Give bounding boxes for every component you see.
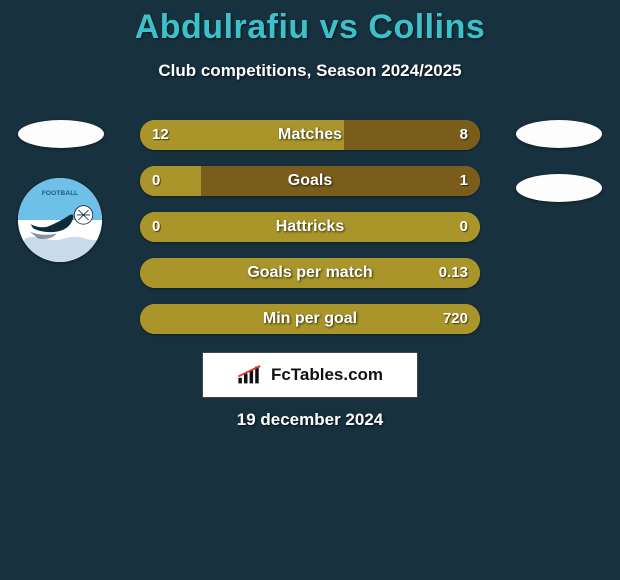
brand-text: FcTables.com xyxy=(271,365,383,385)
stat-label: Hattricks xyxy=(140,212,480,242)
left-player-column: FOOTBALL xyxy=(18,120,104,262)
subtitle: Club competitions, Season 2024/2025 xyxy=(0,61,620,81)
dolphin-club-icon: FOOTBALL xyxy=(18,178,102,262)
stat-row: 720Min per goal xyxy=(140,304,480,334)
bar-chart-icon xyxy=(237,365,265,385)
comparison-card: Abdulrafiu vs Collins Club competitions,… xyxy=(0,0,620,580)
stat-row: 0.13Goals per match xyxy=(140,258,480,288)
page-title: Abdulrafiu vs Collins xyxy=(0,0,620,47)
stat-label: Matches xyxy=(140,120,480,150)
stat-row: 00Hattricks xyxy=(140,212,480,242)
player-right-placeholder-1 xyxy=(516,120,602,148)
player-right-placeholder-2 xyxy=(516,174,602,202)
stat-row: 01Goals xyxy=(140,166,480,196)
player-left-placeholder xyxy=(18,120,104,148)
stats-container: 128Matches 01Goals 00Hattricks 0.13Goals pe… xyxy=(140,120,480,350)
stat-label: Min per goal xyxy=(140,304,480,334)
right-player-column xyxy=(516,120,602,220)
svg-text:FOOTBALL: FOOTBALL xyxy=(42,190,79,197)
brand-badge: FcTables.com xyxy=(202,352,418,398)
date-label: 19 december 2024 xyxy=(0,410,620,430)
stat-label: Goals xyxy=(140,166,480,196)
stat-row: 128Matches xyxy=(140,120,480,150)
club-badge-left: FOOTBALL xyxy=(18,178,102,262)
stat-label: Goals per match xyxy=(140,258,480,288)
